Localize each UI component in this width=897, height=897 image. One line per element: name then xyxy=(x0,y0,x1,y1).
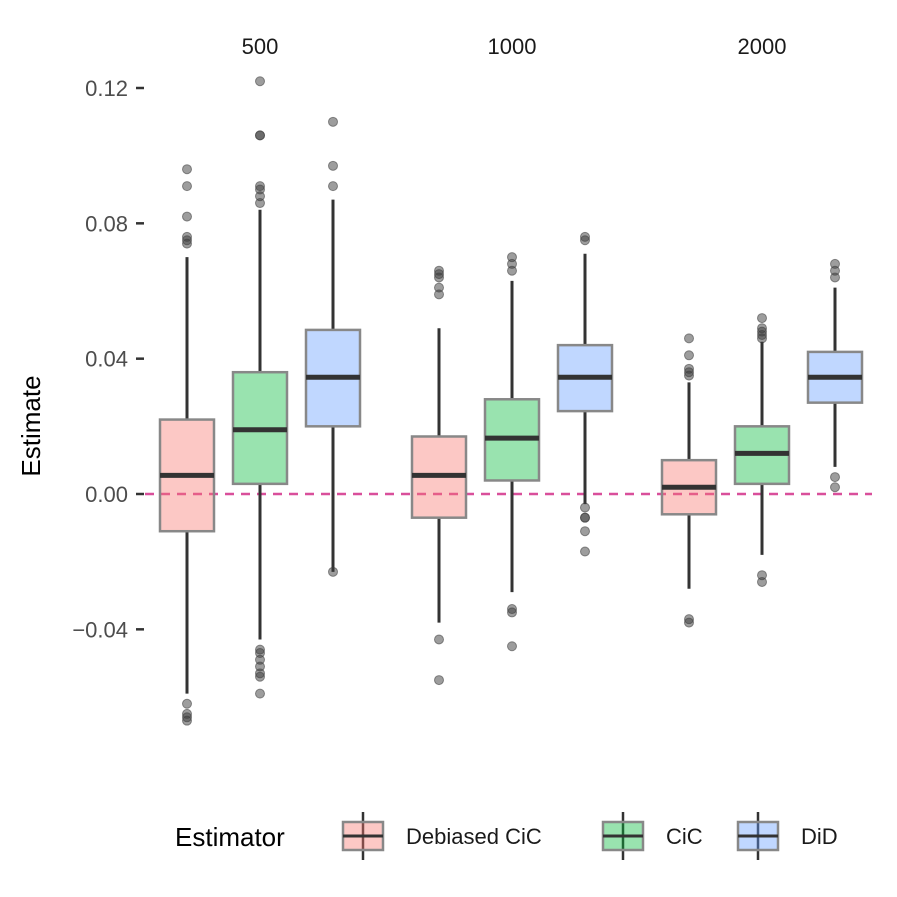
outlier-point xyxy=(830,482,840,493)
outlier-point xyxy=(434,272,444,283)
outlier-point xyxy=(507,607,517,618)
outlier-point xyxy=(255,688,265,699)
outlier-point xyxy=(328,566,338,577)
outlier-point xyxy=(580,512,590,523)
facet-label-500: 500 xyxy=(242,34,279,59)
box-did-500 xyxy=(304,116,362,577)
facet-labels: 500 1000 2000 xyxy=(242,34,787,59)
legend-title: Estimator xyxy=(175,822,285,852)
outlier-point xyxy=(255,198,265,209)
box-debiased-cic-500 xyxy=(158,164,216,726)
box-cic-2000 xyxy=(733,313,791,587)
facet-label-1000: 1000 xyxy=(488,34,537,59)
outlier-point xyxy=(434,634,444,645)
outlier-point xyxy=(684,617,694,628)
legend-label: Debiased CiC xyxy=(406,824,542,849)
y-tick-label: 0.08 xyxy=(85,211,128,236)
outlier-point xyxy=(182,164,192,175)
box-did-2000 xyxy=(806,258,864,493)
outlier-point xyxy=(580,502,590,513)
box-did-1000 xyxy=(556,231,614,557)
outlier-point xyxy=(684,350,694,361)
box-cic-500 xyxy=(231,76,289,699)
outlier-point xyxy=(757,313,767,324)
outlier-point xyxy=(255,130,265,141)
legend-entry-debiased-cic: Debiased CiC xyxy=(341,812,542,860)
outlier-point xyxy=(182,698,192,709)
outlier-point xyxy=(580,526,590,537)
outlier-point xyxy=(434,289,444,300)
legend-label: CiC xyxy=(666,824,703,849)
outlier-point xyxy=(182,211,192,222)
outlier-point xyxy=(255,671,265,682)
outlier-point xyxy=(255,76,265,87)
legend: Estimator Debiased CiC CiC DiD xyxy=(175,812,838,860)
outlier-point xyxy=(434,675,444,686)
facet-label-2000: 2000 xyxy=(738,34,787,59)
outlier-point xyxy=(328,116,338,127)
outlier-point xyxy=(580,546,590,557)
boxes xyxy=(158,76,864,726)
outlier-point xyxy=(507,265,517,276)
outlier-point xyxy=(684,370,694,381)
outlier-point xyxy=(757,576,767,587)
box-debiased-cic-2000 xyxy=(660,333,718,628)
legend-entry-did: DiD xyxy=(736,812,838,860)
y-tick-label: −0.04 xyxy=(72,617,128,642)
outlier-point xyxy=(182,181,192,192)
outlier-point xyxy=(757,333,767,344)
legend-entry-cic: CiC xyxy=(601,812,703,860)
outlier-point xyxy=(684,333,694,344)
outlier-point xyxy=(182,715,192,726)
y-tick-label: 0.04 xyxy=(85,347,128,372)
outlier-point xyxy=(507,641,517,652)
outlier-point xyxy=(328,181,338,192)
y-axis-title: Estimate xyxy=(16,375,46,476)
y-tick-label: 0.00 xyxy=(85,482,128,507)
outlier-point xyxy=(182,238,192,249)
box-debiased-cic-1000 xyxy=(410,265,468,686)
box-cic-1000 xyxy=(483,252,541,652)
outlier-point xyxy=(830,472,840,483)
outlier-point xyxy=(830,272,840,283)
legend-label: DiD xyxy=(801,824,838,849)
y-tick-label: 0.12 xyxy=(85,76,128,101)
outlier-point xyxy=(328,160,338,171)
y-axis: −0.04 0.00 0.04 0.08 0.12 Estimate xyxy=(16,76,144,642)
outlier-point xyxy=(580,235,590,246)
